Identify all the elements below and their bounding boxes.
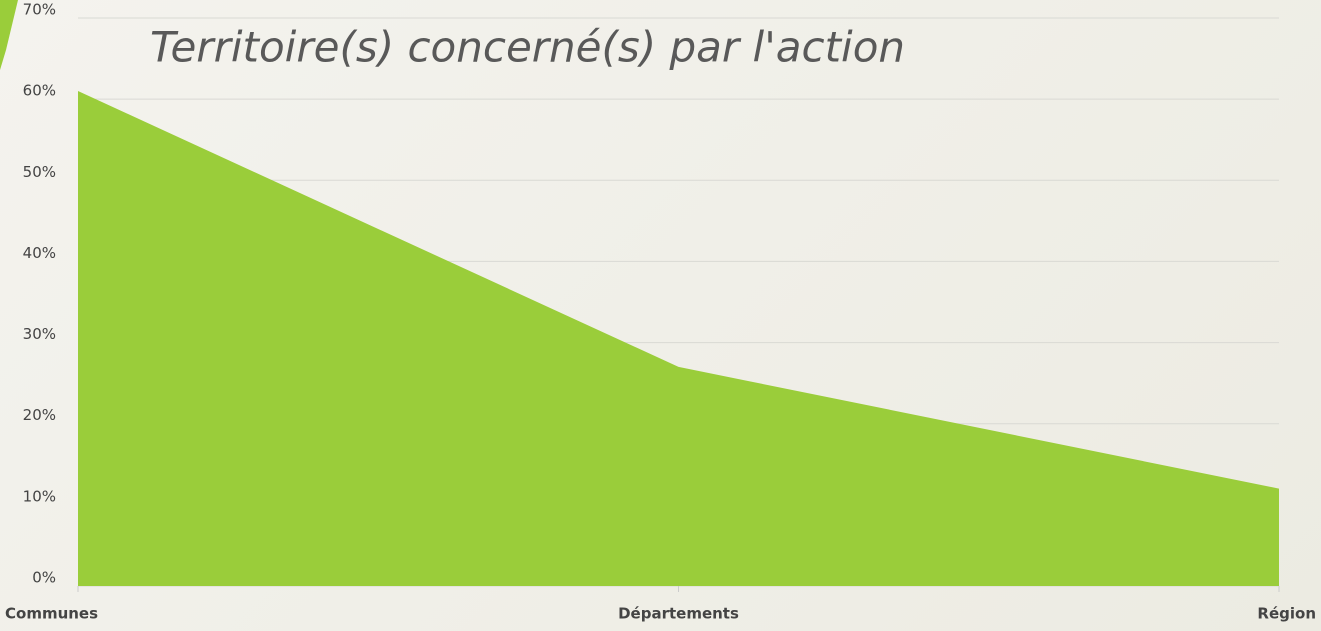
x-tick-label: Départements (618, 605, 739, 623)
corner-decoration (0, 0, 18, 70)
x-tick-label: Communes (5, 605, 98, 623)
y-tick-label: 20% (23, 406, 56, 424)
y-tick-label: 30% (23, 325, 56, 343)
y-tick-label: 10% (23, 487, 56, 505)
area (78, 91, 1279, 587)
x-tick-label: Région (1257, 605, 1316, 623)
y-tick-label: 40% (23, 244, 56, 262)
y-tick-label: 0% (32, 569, 56, 587)
chart-title: Territoire(s) concerné(s) par l'action (150, 23, 905, 72)
y-tick-label: 60% (23, 82, 56, 100)
y-tick-label: 50% (23, 163, 56, 181)
y-tick-label: 70% (23, 1, 56, 19)
